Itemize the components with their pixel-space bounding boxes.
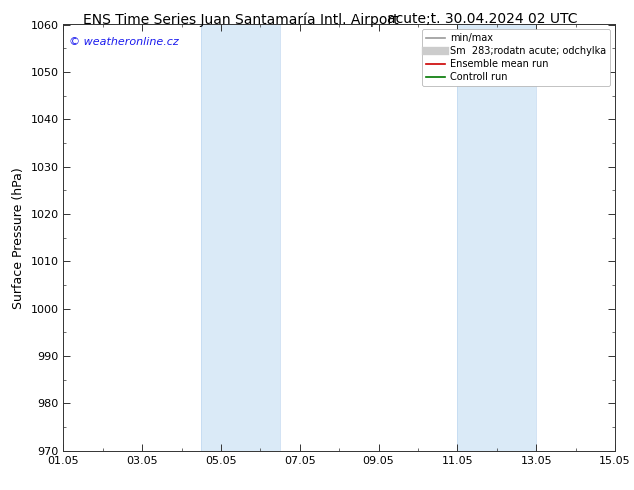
Text: ENS Time Series Juan Santamaría Intl. Airport: ENS Time Series Juan Santamaría Intl. Ai…	[83, 12, 399, 27]
Bar	[202, 24, 280, 451]
Text: © weatheronline.cz: © weatheronline.cz	[69, 37, 179, 48]
Legend: min/max, Sm  283;rodatn acute; odchylka, Ensemble mean run, Controll run: min/max, Sm 283;rodatn acute; odchylka, …	[422, 29, 610, 86]
Bar	[457, 24, 536, 451]
Y-axis label: Surface Pressure (hPa): Surface Pressure (hPa)	[12, 167, 25, 309]
Text: acute;t. 30.04.2024 02 UTC: acute;t. 30.04.2024 02 UTC	[387, 12, 577, 26]
